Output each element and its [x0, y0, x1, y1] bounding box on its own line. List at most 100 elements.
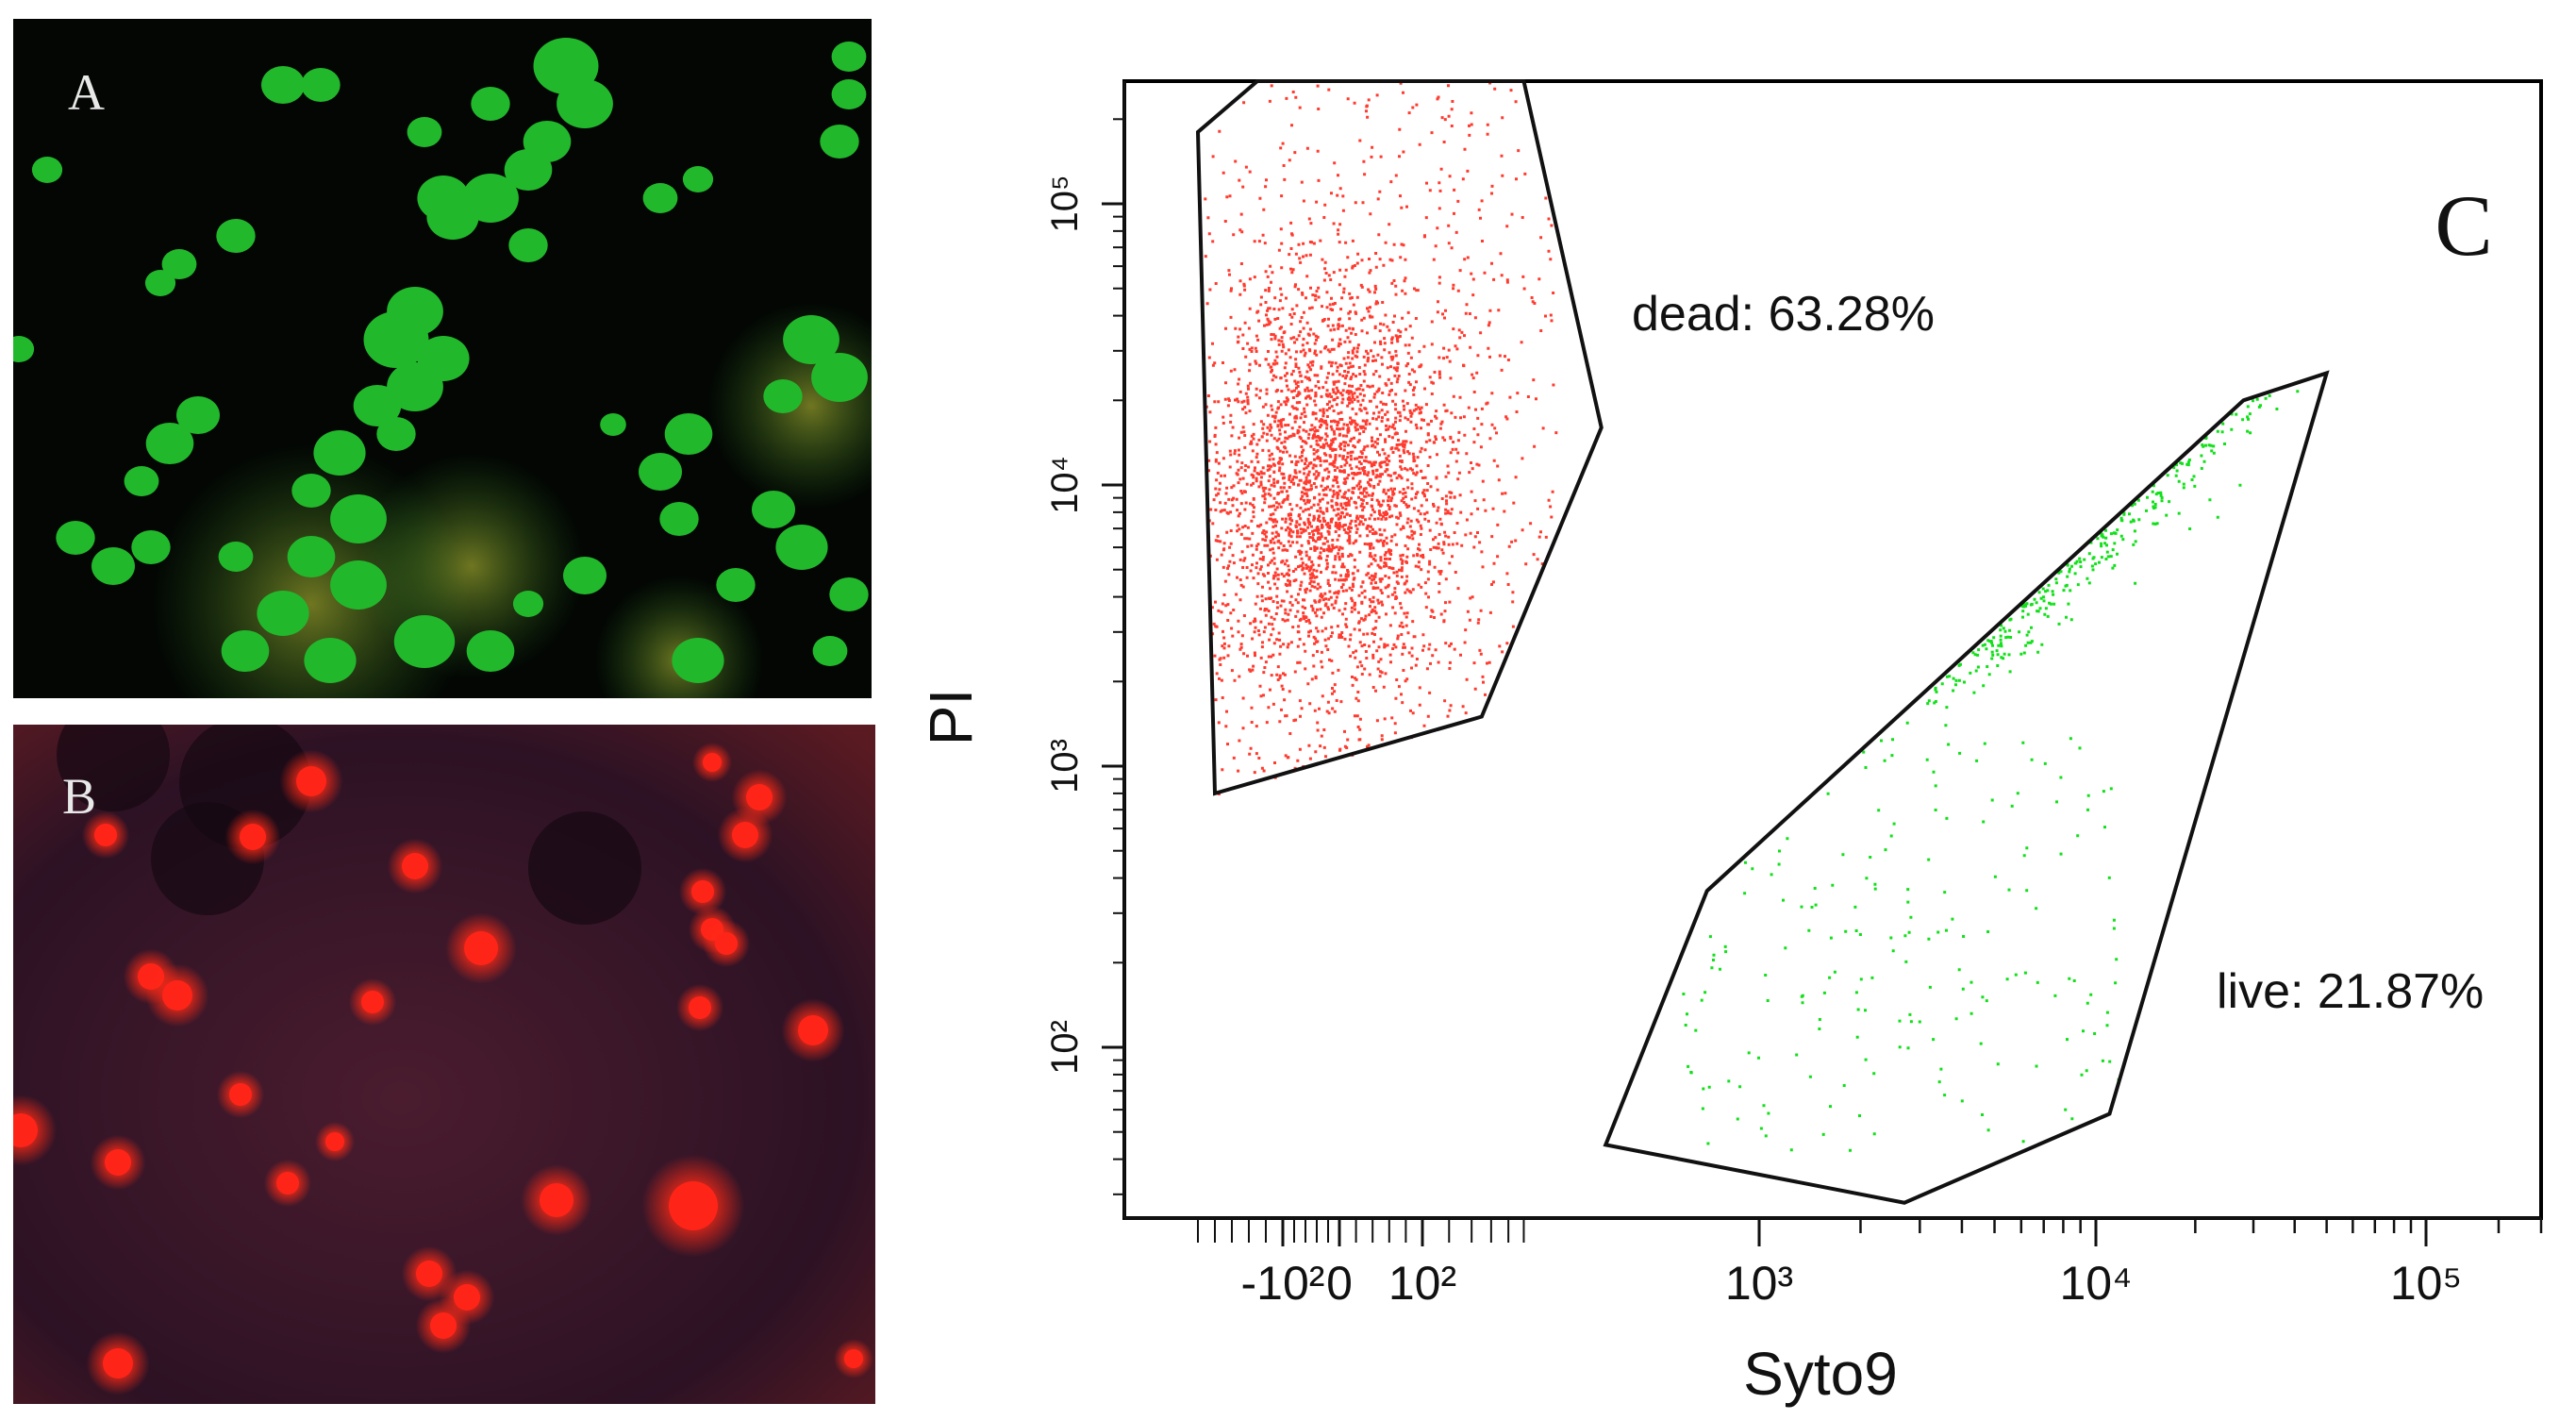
y-tick-label: 10³	[1044, 739, 1086, 794]
green-cell	[31, 157, 63, 183]
green-cell	[417, 175, 470, 221]
green-cell	[831, 42, 867, 72]
green-cell	[91, 547, 135, 585]
red-cell	[162, 980, 192, 1011]
green-cell	[13, 336, 35, 362]
red-cell	[296, 766, 326, 796]
green-cell	[752, 491, 795, 528]
panel-a-letter: A	[68, 64, 105, 121]
red-cell	[464, 931, 498, 965]
red-cell	[798, 1015, 828, 1045]
green-cell	[353, 385, 402, 426]
red-cell	[13, 1113, 38, 1147]
x-tick-label: 10⁴	[2059, 1257, 2132, 1310]
red-cell	[715, 932, 738, 955]
green-cell	[304, 638, 357, 683]
green-cell	[682, 166, 714, 192]
panel-b-cells	[13, 725, 873, 1395]
green-cell	[639, 453, 682, 491]
green-cell	[261, 66, 305, 104]
green-cell	[376, 417, 416, 451]
gate-label-dead: dead: 63.28%	[1632, 287, 1935, 342]
green-cell	[407, 117, 442, 147]
green-cell	[387, 362, 443, 411]
green-cell	[301, 68, 341, 102]
red-cell	[276, 1172, 299, 1194]
green-cell	[763, 379, 803, 413]
green-cell	[221, 630, 270, 672]
green-cell	[330, 560, 387, 610]
red-cell	[94, 824, 117, 846]
dark-patch	[57, 725, 170, 811]
green-cell	[363, 311, 429, 368]
x-axis: -10² 0 10² 10³ 10⁴ 10⁵	[1124, 1216, 2543, 1310]
red-cell	[732, 822, 758, 848]
green-cell	[161, 249, 197, 279]
red-cell	[416, 1261, 442, 1287]
red-cell	[103, 1348, 133, 1378]
green-cell	[466, 630, 515, 672]
panel-a: A	[13, 19, 872, 698]
y-tick-label: 10²	[1044, 1020, 1086, 1075]
gate-label-live: live: 21.87%	[2217, 964, 2484, 1019]
green-cell	[176, 396, 220, 434]
green-cell	[557, 79, 613, 128]
red-cell	[540, 1183, 573, 1217]
red-cell	[703, 753, 722, 772]
red-cell	[105, 1149, 131, 1176]
green-cell	[56, 521, 95, 555]
x-axis-label: Syto9	[1743, 1340, 1898, 1408]
green-cell	[563, 557, 607, 594]
green-cell	[218, 542, 254, 572]
green-cell	[831, 79, 867, 109]
red-cell	[844, 1349, 863, 1368]
red-cell	[229, 1083, 252, 1106]
gate-dead	[1195, 79, 1604, 796]
panel-b: B	[13, 725, 875, 1404]
y-tick-label: 10⁵	[1044, 175, 1086, 232]
red-cell	[689, 996, 711, 1019]
panel-a-cells	[13, 38, 872, 698]
green-cell	[820, 125, 859, 159]
green-cell	[216, 219, 256, 253]
green-cell	[144, 270, 176, 296]
green-cell	[672, 638, 724, 683]
green-cell	[811, 353, 868, 402]
green-cell	[664, 413, 713, 455]
dark-patch	[528, 811, 641, 925]
y-tick-label: 10⁴	[1044, 456, 1086, 514]
panel-c-letter: C	[2435, 177, 2492, 274]
gate-live	[1603, 370, 2330, 1205]
x-tick-label: 10²	[1388, 1257, 1456, 1310]
green-cell	[131, 530, 171, 564]
green-cell	[471, 87, 510, 121]
y-axis-label: PI	[917, 689, 985, 745]
green-cell	[783, 315, 839, 364]
x-tick-label: 10³	[1725, 1257, 1793, 1310]
green-cell	[829, 577, 869, 611]
red-cell	[430, 1312, 457, 1339]
red-cell	[361, 991, 384, 1013]
x-tick-label: -10²	[1241, 1257, 1325, 1310]
green-cell	[313, 430, 366, 476]
green-cell	[287, 536, 336, 577]
red-cell	[240, 824, 266, 850]
y-axis: 10² 10³ 10⁴ 10⁵	[1044, 81, 1126, 1218]
green-cell	[642, 183, 678, 213]
x-tick-label: 0	[1326, 1257, 1353, 1310]
red-cell	[402, 853, 428, 879]
green-cell	[600, 413, 626, 436]
red-cell	[669, 1181, 718, 1230]
green-cell	[145, 423, 194, 464]
green-cell	[659, 502, 699, 536]
red-cell	[691, 880, 714, 903]
green-cell	[508, 228, 548, 262]
panel-b-letter: B	[62, 768, 96, 825]
green-cell	[330, 494, 387, 543]
panel-c-chart: dead: 63.28% live: 21.87% C -10² 0 10² 10³ 1…	[917, 79, 2543, 1408]
green-cell	[716, 568, 756, 602]
green-cell	[504, 149, 553, 191]
green-cell	[775, 525, 828, 570]
green-cell	[512, 591, 544, 617]
